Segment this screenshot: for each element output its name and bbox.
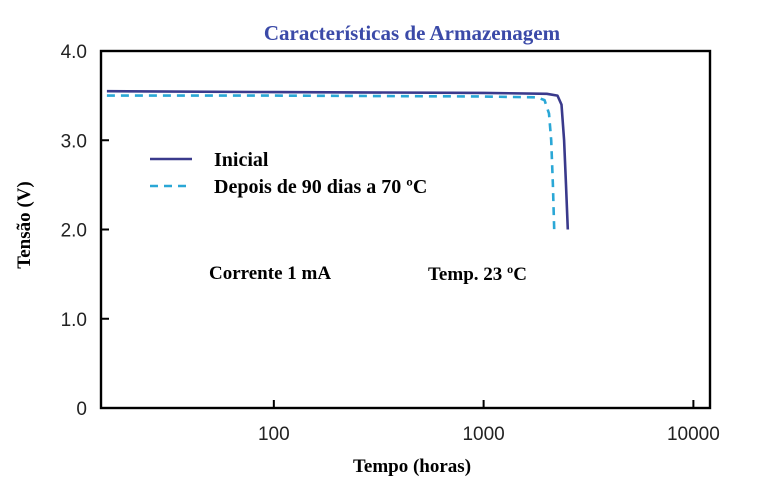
series-layer	[106, 89, 570, 230]
plot-frame	[99, 49, 712, 410]
y-tick-label: 3.0	[61, 131, 87, 152]
x-tick-label: 10000	[667, 424, 720, 445]
x-tick-label: 100	[258, 424, 290, 445]
y-axis-label: Tensão (V)	[14, 181, 35, 268]
x-tick-label: 1000	[462, 424, 504, 445]
y-tick-label: 4.0	[61, 42, 87, 63]
y-tick-label: 0	[76, 399, 87, 420]
y-axis: 0 1.0 2.0 3.0 4.0	[61, 42, 109, 420]
annotation-temperature: Temp. 23 ºC	[428, 264, 527, 285]
series-line-1	[106, 89, 570, 230]
y-tick-label: 1.0	[61, 310, 87, 331]
series-line-2	[106, 94, 556, 230]
legend-label-2: Depois de 90 dias a 70 ºC	[214, 176, 427, 198]
annotation-current: Corrente 1 mA	[209, 263, 331, 284]
x-axis-label: Tempo (horas)	[353, 456, 471, 477]
legend: Inicial Depois de 90 dias a 70 ºC	[150, 149, 427, 198]
x-axis: 100 1000 10000	[258, 400, 720, 445]
legend-label-1: Inicial	[214, 149, 269, 171]
chart-title: Características de Armazenagem	[264, 21, 561, 45]
y-tick-label: 2.0	[61, 221, 87, 242]
